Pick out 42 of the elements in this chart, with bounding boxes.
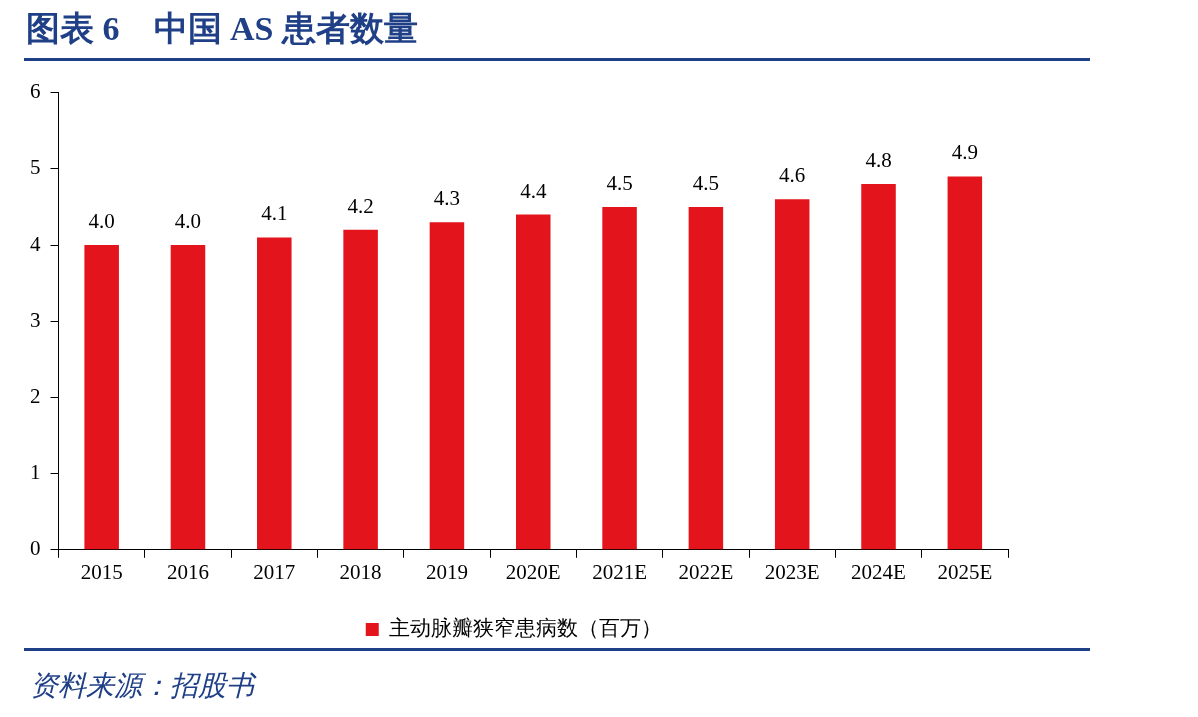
x-tick-label: 2024E: [851, 559, 906, 584]
data-label: 4.6: [779, 163, 806, 188]
data-label: 4.0: [174, 209, 202, 234]
x-tick-label: 2018: [339, 559, 382, 584]
y-tick-label: 1: [30, 460, 41, 485]
data-label: 4.4: [520, 178, 547, 203]
x-tick-label: 2015: [80, 559, 123, 584]
x-tick-label: 2023E: [764, 559, 820, 584]
bar: [257, 237, 292, 550]
x-tick-label: 2025E: [937, 559, 993, 584]
bar: [688, 206, 724, 550]
bar: [774, 199, 810, 550]
bar: [84, 245, 119, 550]
bar: [429, 222, 465, 550]
bar: [515, 214, 551, 550]
y-tick-label: 4: [30, 231, 41, 256]
y-tick-label: 5: [30, 155, 41, 180]
x-tick-label: 2021E: [592, 559, 647, 584]
bar: [170, 245, 206, 550]
bar: [947, 176, 983, 550]
x-tick-label: 2016: [166, 559, 209, 584]
x-tick-label: 2019: [425, 559, 468, 584]
y-tick-label: 2: [30, 383, 41, 408]
y-tick-label: 3: [30, 307, 41, 332]
bar: [343, 229, 378, 550]
legend-label: 主动脉瓣狭窄患病数（百万）: [389, 615, 663, 640]
bar: [861, 184, 896, 550]
data-label: 4.9: [951, 140, 978, 165]
x-tick-label: 2017: [253, 559, 296, 584]
data-label: 4.0: [88, 209, 115, 234]
data-label: 4.5: [606, 170, 633, 195]
x-tick-label: 2020E: [505, 559, 561, 584]
bar: [602, 206, 637, 550]
data-label: 4.5: [692, 170, 720, 195]
y-tick-label: 6: [30, 79, 41, 104]
x-tick-label: 2022E: [678, 559, 734, 584]
data-label: 4.3: [433, 186, 461, 211]
chart-title: 图表 6 中国 AS 患者数量: [26, 9, 418, 49]
data-label: 4.1: [261, 201, 288, 226]
y-tick-label: 0: [30, 536, 41, 561]
data-label: 4.8: [865, 148, 892, 173]
data-label: 4.2: [347, 193, 374, 218]
